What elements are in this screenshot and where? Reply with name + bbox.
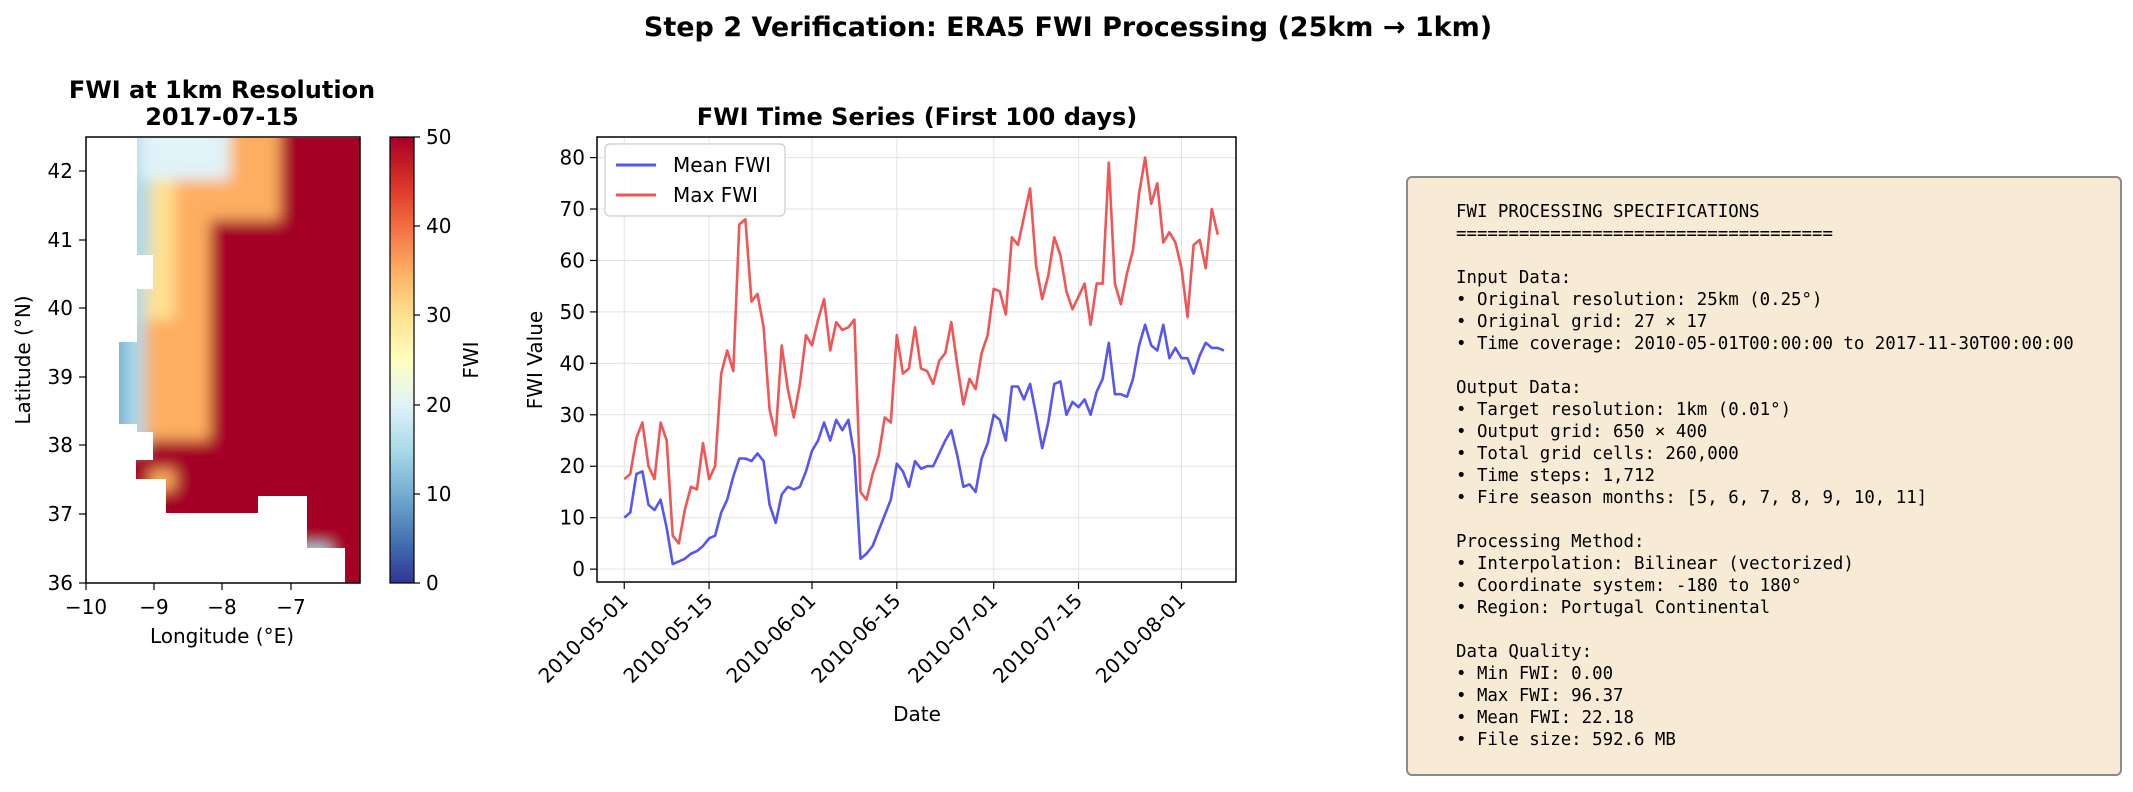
ts-y-axis-label: FWI Value [523, 311, 547, 409]
specs-line: • Coordinate system: -180 to 180° [1456, 576, 1802, 596]
specs-line: Processing Method: [1456, 532, 1645, 552]
map-ytick-label: 37 [48, 502, 73, 526]
colorbar-frame [389, 136, 415, 584]
specs-line: • Output grid: 650 × 400 [1456, 422, 1708, 442]
map-title: FWI at 1km Resolution [69, 76, 375, 104]
colorbar-tick-label: 30 [426, 303, 451, 327]
specs-line: • Time steps: 1,712 [1456, 466, 1655, 486]
map-xtick-label: −7 [276, 595, 305, 619]
map-y-axis-label: Latitude (°N) [11, 295, 35, 424]
legend-label-mean: Mean FWI [673, 153, 771, 177]
specs-line: • Fire season months: [5, 6, 7, 8, 9, 10… [1456, 488, 1928, 508]
colorbar-tick-label: 50 [426, 125, 451, 149]
ts-ytick-label: 60 [560, 248, 585, 272]
ts-ytick-label: 30 [560, 403, 585, 427]
specs-line: • Mean FWI: 22.18 [1456, 708, 1634, 728]
ts-xtick-label: 2010-08-01 [1091, 589, 1190, 688]
map-ytick-label: 39 [48, 365, 73, 389]
map-y-ticks: 36 37 38 39 40 41 42 [48, 159, 86, 595]
map-date: 2017-07-15 [145, 103, 299, 131]
colorbar-ticks: 0 10 20 30 40 50 [414, 125, 451, 595]
map-ytick-label: 40 [48, 296, 73, 320]
legend-box [604, 143, 786, 217]
ts-ytick-label: 80 [560, 146, 585, 170]
specs-line: • Time coverage: 2010-05-01T00:00:00 to … [1456, 334, 2074, 354]
specs-line: Data Quality: [1456, 642, 1593, 662]
ts-x-axis-label: Date [893, 702, 941, 726]
ts-ytick-label: 10 [560, 506, 585, 530]
specs-line: • Original grid: 27 × 17 [1456, 312, 1708, 332]
ts-xtick-label: 2010-05-01 [534, 589, 633, 688]
ts-ytick-label: 0 [572, 557, 585, 581]
ts-y-ticks: 0 10 20 30 40 50 60 70 80 [560, 146, 597, 581]
specs-line [1456, 619, 2074, 641]
map-x-ticks: −10 −9 −8 −7 [65, 583, 306, 619]
ts-xtick-label: 2010-05-15 [618, 589, 717, 688]
specs-line [1456, 245, 2074, 267]
map-ytick-label: 41 [48, 228, 73, 252]
ts-series-line-mean [623, 323, 1225, 566]
specs-line: • Min FWI: 0.00 [1456, 664, 1614, 684]
ts-xtick-label: 2010-06-01 [721, 589, 820, 688]
ts-ytick-label: 70 [560, 197, 585, 221]
specs-line: ==================================== [1456, 224, 1833, 244]
colorbar: 0 10 20 30 40 50 FWI [389, 125, 483, 595]
fwi-map-panel: FWI at 1km Resolution 2017-07-15 [11, 76, 375, 648]
map-ytick-label: 38 [48, 433, 73, 457]
specs-line: • File size: 592.6 MB [1456, 730, 1676, 750]
ts-xtick-label: 2010-07-01 [903, 589, 1002, 688]
ts-title: FWI Time Series (First 100 days) [697, 103, 1137, 131]
colorbar-tick-label: 20 [426, 393, 451, 417]
colorbar-label: FWI [459, 341, 483, 378]
map-x-axis-label: Longitude (°E) [150, 624, 294, 648]
ts-xtick-label: 2010-07-15 [988, 589, 1087, 688]
map-xtick-label: −8 [207, 595, 236, 619]
map-ytick-label: 42 [48, 159, 73, 183]
colorbar-tick-label: 10 [426, 482, 451, 506]
specs-line: Input Data: [1456, 268, 1572, 288]
ts-ytick-label: 40 [560, 351, 585, 375]
legend-label-max: Max FWI [673, 183, 758, 207]
map-ytick-label: 36 [48, 571, 73, 595]
ts-series-line-max [623, 156, 1220, 545]
colorbar-tick-label: 40 [426, 214, 451, 238]
specs-line: • Interpolation: Bilinear (vectorized) [1456, 554, 1854, 574]
specs-line: FWI PROCESSING SPECIFICATIONS [1456, 202, 1760, 222]
specs-text: FWI PROCESSING SPECIFICATIONS ===========… [1456, 201, 2074, 751]
specs-line [1456, 509, 2074, 531]
fwi-map-image [119, 138, 360, 583]
ts-ytick-label: 20 [560, 454, 585, 478]
map-xtick-label: −10 [65, 595, 107, 619]
figure-suptitle: Step 2 Verification: ERA5 FWI Processing… [644, 12, 1492, 43]
specs-line [1456, 355, 2074, 377]
specs-line: • Max FWI: 96.37 [1456, 686, 1624, 706]
map-axes-frame [85, 136, 361, 584]
ts-xtick-label: 2010-06-15 [806, 589, 905, 688]
map-xtick-label: −9 [139, 595, 168, 619]
specs-line: • Target resolution: 1km (0.01°) [1456, 400, 1792, 420]
colorbar-gradient [390, 137, 414, 583]
time-series-panel: FWI Time Series (First 100 days) 2010-05… [523, 103, 1237, 726]
specs-line: • Total grid cells: 260,000 [1456, 444, 1739, 464]
specs-line: • Original resolution: 25km (0.25°) [1456, 290, 1823, 310]
ts-axes-frame [596, 136, 1237, 583]
specs-line: Output Data: [1456, 378, 1582, 398]
ts-series-lines [623, 156, 1225, 566]
ts-ytick-label: 50 [560, 300, 585, 324]
colorbar-tick-label: 0 [426, 571, 439, 595]
ts-legend: Mean FWI Max FWI [604, 143, 786, 217]
specs-line: • Region: Portugal Continental [1456, 598, 1771, 618]
specs-panel: FWI PROCESSING SPECIFICATIONS ===========… [1406, 176, 2122, 776]
